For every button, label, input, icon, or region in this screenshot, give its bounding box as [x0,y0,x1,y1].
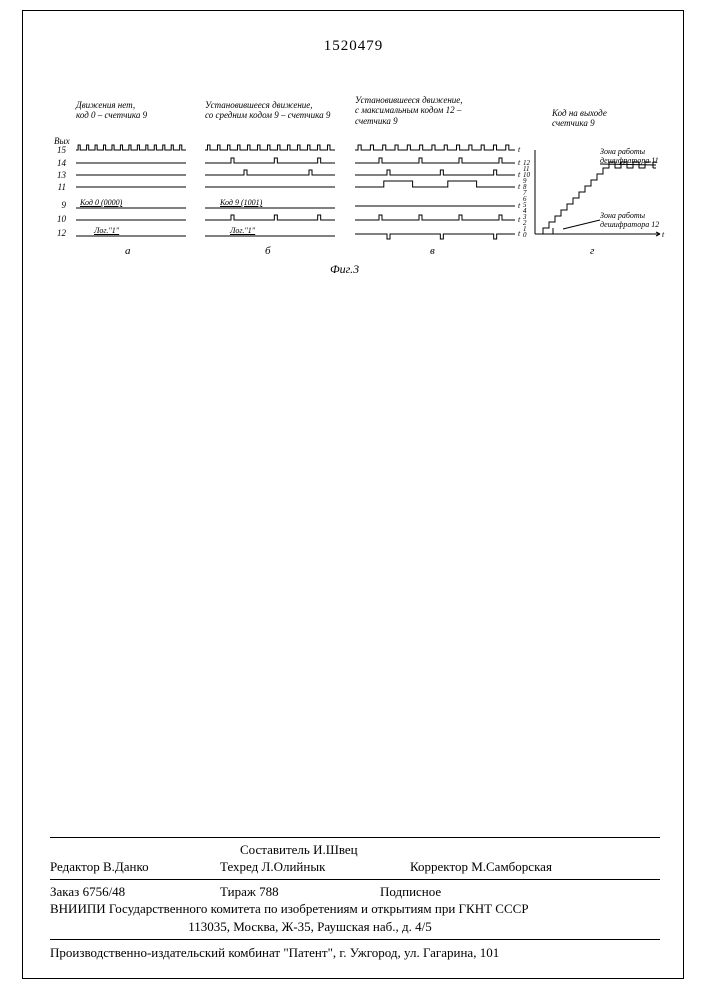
svg-text:t: t [518,201,521,210]
svg-text:t: t [518,182,521,191]
figure-caption: Фиг.3 [330,262,359,277]
techred-label: Техред [220,859,258,874]
patent-number: 1520479 [0,38,707,55]
subscr: Подписное [380,883,441,901]
editor-name: В.Данко [103,859,149,874]
printer-line: Производственно-издательский комбинат "П… [50,944,660,962]
corrector-name: М.Самборская [471,859,552,874]
timing-svg: tttttttt1211109876543210 [60,100,665,260]
order-num: 6756/48 [83,884,126,899]
org-line-1: ВНИИПИ Государственного комитета по изоб… [50,900,660,918]
svg-text:t: t [518,145,521,154]
compiler-name: И.Швец [313,842,358,857]
svg-text:t: t [662,230,665,239]
figure-3: Вых Движения нет,код 0 – счетчика 9 Уста… [60,100,665,320]
footer-rule-2 [50,879,660,880]
svg-text:0: 0 [523,231,527,239]
svg-text:t: t [518,170,521,179]
circ-num: 788 [259,884,279,899]
footer: Составитель И.Швец Редактор В.Данко Техр… [50,834,660,962]
editor-label: Редактор [50,859,100,874]
order-label: Заказ [50,884,79,899]
circ-label: Тираж [220,884,256,899]
corrector-label: Корректор [410,859,468,874]
org-line-2: 113035, Москва, Ж-35, Раушская наб., д. … [50,918,660,936]
svg-text:t: t [518,158,521,167]
svg-text:t: t [518,229,521,238]
footer-rule-3 [50,939,660,940]
compiler-label: Составитель [240,842,310,857]
footer-rule-1 [50,837,660,838]
techred-name: Л.Олийнык [262,859,326,874]
svg-text:t: t [518,215,521,224]
